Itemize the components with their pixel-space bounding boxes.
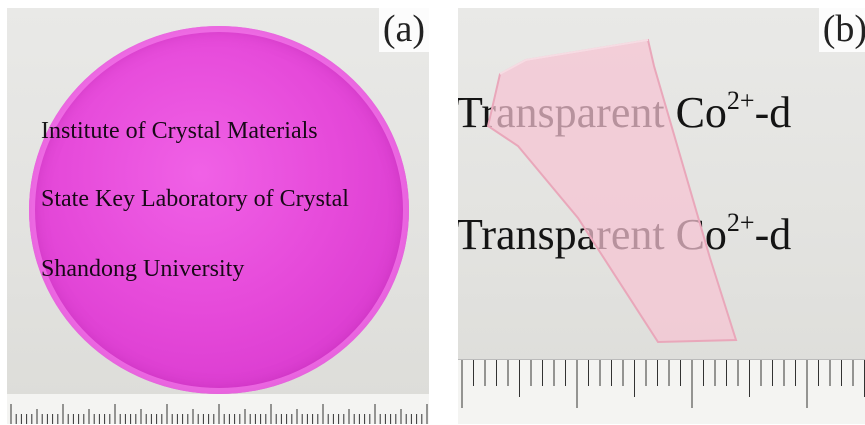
text-superscript: 2+ <box>726 86 755 115</box>
text-line-transparent-1: Transparent Co2+-d <box>458 86 791 138</box>
ruler-ticks-a <box>10 404 428 424</box>
text-superscript: 2+ <box>726 208 755 237</box>
ruler-a <box>7 394 429 424</box>
panel-label-a: (a) <box>378 8 429 52</box>
text-line-university: Shandong University <box>41 256 245 282</box>
ruler-ticks-b <box>461 360 865 408</box>
text-line-institute: Institute of Crystal Materials <box>41 118 318 144</box>
text-tail: -d <box>754 210 792 259</box>
panel-label-b: (b) <box>818 8 865 52</box>
panel-b: Transparent Co2+-d Transparent Co2+-d (b… <box>458 8 865 424</box>
panel-a: Institute of Crystal Materials State Key… <box>7 8 429 424</box>
magenta-crystal-disk <box>29 26 409 394</box>
text-line-transparent-2: Transparent Co2+-d <box>458 208 791 260</box>
text-line-laboratory: State Key Laboratory of Crystal <box>41 186 349 212</box>
text-main: Transparent Co <box>458 88 727 137</box>
ruler-b <box>458 359 865 424</box>
text-main: Transparent Co <box>458 210 727 259</box>
text-tail: -d <box>754 88 792 137</box>
